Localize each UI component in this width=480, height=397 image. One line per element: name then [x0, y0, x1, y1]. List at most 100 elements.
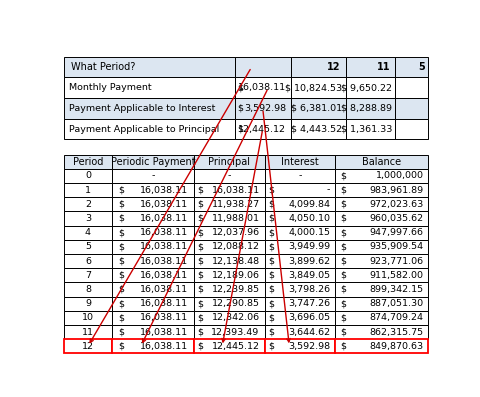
FancyBboxPatch shape [194, 339, 264, 353]
Text: $: $ [197, 186, 204, 195]
Text: $: $ [197, 256, 204, 266]
Text: 3,644.62: 3,644.62 [288, 328, 330, 337]
Text: 12,445.12: 12,445.12 [238, 125, 286, 133]
FancyBboxPatch shape [112, 268, 194, 282]
Text: 3,949.99: 3,949.99 [288, 243, 330, 251]
FancyBboxPatch shape [112, 197, 194, 212]
FancyBboxPatch shape [64, 311, 112, 325]
Text: 16,038.11: 16,038.11 [140, 313, 188, 322]
FancyBboxPatch shape [335, 311, 428, 325]
FancyBboxPatch shape [112, 282, 194, 297]
Text: Period: Period [72, 157, 103, 167]
FancyBboxPatch shape [395, 57, 428, 77]
Text: 12,239.85: 12,239.85 [212, 285, 260, 294]
Text: 3,592.98: 3,592.98 [244, 104, 286, 113]
FancyBboxPatch shape [194, 212, 264, 225]
FancyBboxPatch shape [347, 77, 395, 98]
Text: $ 10,824.53: $ 10,824.53 [286, 83, 343, 92]
FancyBboxPatch shape [335, 183, 428, 197]
Text: 16,038.11: 16,038.11 [140, 243, 188, 251]
FancyBboxPatch shape [264, 155, 335, 169]
FancyBboxPatch shape [64, 282, 112, 297]
FancyBboxPatch shape [64, 225, 112, 240]
Text: $: $ [118, 214, 124, 223]
FancyBboxPatch shape [64, 119, 235, 139]
FancyBboxPatch shape [64, 339, 112, 353]
Text: 3,899.62: 3,899.62 [288, 256, 330, 266]
FancyBboxPatch shape [290, 98, 347, 119]
FancyBboxPatch shape [194, 225, 264, 240]
FancyBboxPatch shape [194, 282, 264, 297]
Text: 849,870.63: 849,870.63 [370, 342, 424, 351]
FancyBboxPatch shape [235, 77, 290, 98]
FancyBboxPatch shape [264, 311, 335, 325]
Text: $: $ [268, 313, 274, 322]
FancyBboxPatch shape [335, 282, 428, 297]
Text: 3,747.26: 3,747.26 [288, 299, 330, 308]
Text: $: $ [268, 200, 274, 209]
Text: 3,696.05: 3,696.05 [288, 313, 330, 322]
FancyBboxPatch shape [335, 325, 428, 339]
Text: 16,038.11: 16,038.11 [140, 299, 188, 308]
Text: $: $ [197, 313, 204, 322]
Text: 887,051.30: 887,051.30 [370, 299, 424, 308]
Text: $: $ [197, 285, 204, 294]
FancyBboxPatch shape [194, 240, 264, 254]
Text: Principal: Principal [208, 157, 250, 167]
Text: 11: 11 [82, 328, 94, 337]
FancyBboxPatch shape [112, 311, 194, 325]
FancyBboxPatch shape [335, 197, 428, 212]
Text: $: $ [197, 200, 204, 209]
Text: $: $ [340, 313, 346, 322]
Text: 12,342.06: 12,342.06 [212, 313, 260, 322]
Text: Monthly Payment: Monthly Payment [69, 83, 152, 92]
Text: $: $ [268, 299, 274, 308]
FancyBboxPatch shape [112, 183, 194, 197]
Text: $: $ [118, 342, 124, 351]
Text: $: $ [197, 342, 204, 351]
FancyBboxPatch shape [64, 212, 112, 225]
Text: 12,088.12: 12,088.12 [212, 243, 260, 251]
Text: 6: 6 [85, 256, 91, 266]
FancyBboxPatch shape [347, 119, 395, 139]
FancyBboxPatch shape [64, 240, 112, 254]
FancyBboxPatch shape [264, 225, 335, 240]
Text: $: $ [118, 328, 124, 337]
Text: $: $ [340, 200, 346, 209]
Text: $: $ [197, 299, 204, 308]
Text: $: $ [268, 342, 274, 351]
Text: $: $ [118, 271, 124, 280]
Text: $: $ [118, 285, 124, 294]
Text: 12: 12 [82, 342, 94, 351]
Text: 11,988.01: 11,988.01 [212, 214, 260, 223]
Text: $: $ [268, 328, 274, 337]
Text: 5: 5 [418, 62, 425, 72]
Text: -: - [298, 172, 301, 180]
FancyBboxPatch shape [335, 155, 428, 169]
Text: $ 8,288.89: $ 8,288.89 [341, 104, 392, 113]
Text: 3,798.26: 3,798.26 [288, 285, 330, 294]
Text: 947,997.66: 947,997.66 [370, 228, 424, 237]
Text: 3,849.05: 3,849.05 [288, 271, 330, 280]
FancyBboxPatch shape [264, 197, 335, 212]
FancyBboxPatch shape [112, 155, 194, 169]
Text: 11: 11 [376, 62, 390, 72]
Text: $: $ [340, 299, 346, 308]
Text: 3,592.98: 3,592.98 [288, 342, 330, 351]
FancyBboxPatch shape [194, 268, 264, 282]
Text: 16,038.11: 16,038.11 [140, 256, 188, 266]
Text: 8: 8 [85, 285, 91, 294]
FancyBboxPatch shape [194, 254, 264, 268]
FancyBboxPatch shape [335, 212, 428, 225]
FancyBboxPatch shape [194, 325, 264, 339]
Text: 4,000.15: 4,000.15 [288, 228, 330, 237]
FancyBboxPatch shape [64, 57, 235, 77]
Text: 2: 2 [85, 200, 91, 209]
Text: $: $ [118, 200, 124, 209]
Text: $: $ [238, 83, 244, 92]
FancyBboxPatch shape [335, 254, 428, 268]
FancyBboxPatch shape [264, 268, 335, 282]
Text: 4: 4 [85, 228, 91, 237]
Text: 0: 0 [85, 172, 91, 180]
Text: $ 9,650.22: $ 9,650.22 [341, 83, 392, 92]
